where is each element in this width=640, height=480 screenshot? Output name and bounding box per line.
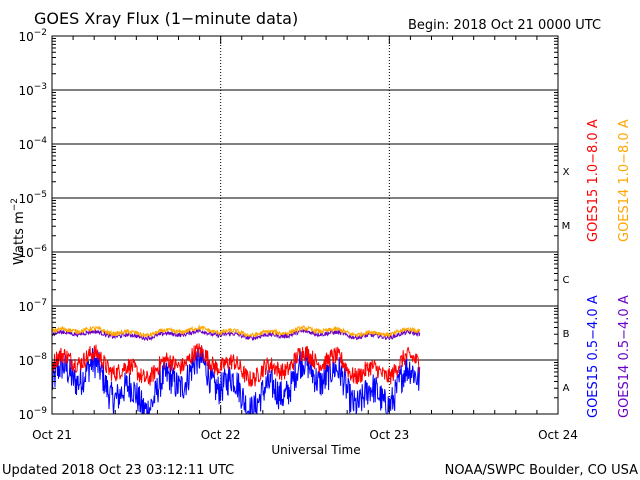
- x-tick-label: Oct 23: [369, 428, 409, 442]
- legend: GOES15 1.0−8.0 A GOES14 1.0−8.0 A GOES15 0…: [586, 119, 632, 418]
- series-line-3: [52, 328, 421, 342]
- y-tick-label: 10−4: [18, 136, 47, 152]
- gridlines: [52, 36, 558, 414]
- flare-class-B: B: [563, 329, 570, 340]
- x-tick-label: Oct 21: [32, 428, 72, 442]
- y-tick-label: 10−6: [18, 244, 47, 260]
- y-tick-label: 10−3: [18, 82, 47, 98]
- series-layer: [52, 324, 421, 414]
- begin-label: Begin: 2018 Oct 21 0000 UTC: [408, 18, 601, 33]
- legend-entry: GOES15 0.5−4.0 A: [586, 295, 601, 418]
- y-axis-label: Watts m−2: [10, 198, 27, 265]
- y-tick-label: 10−7: [18, 298, 47, 314]
- legend-entry: GOES14 1.0−8.0 A: [617, 119, 632, 242]
- x-tick-label: Oct 24: [538, 428, 578, 442]
- flare-class-C: C: [563, 275, 570, 286]
- flare-class-labels: A B C M X: [562, 167, 571, 394]
- flare-class-A: A: [563, 383, 570, 394]
- y-tick-label: 10−5: [18, 190, 47, 206]
- credit-label: NOAA/SWPC Boulder, CO USA: [445, 463, 638, 478]
- x-axis-label: Universal Time: [271, 443, 360, 457]
- axis-ticks: 10−9 10−8 10−7 10−6 10−5 10−4 10−3 10−2 Oct 21 Oc…: [18, 28, 577, 442]
- series-line-2: [52, 347, 421, 414]
- legend-entry: GOES15 1.0−8.0 A: [586, 119, 601, 242]
- y-tick-label: 10−9: [18, 406, 47, 422]
- updated-timestamp: Updated 2018 Oct 23 03:12:11 UTC: [2, 463, 234, 478]
- y-tick-label: 10−8: [18, 352, 47, 368]
- series-line-1: [52, 324, 421, 339]
- flare-class-M: M: [562, 221, 571, 232]
- flare-class-X: X: [563, 167, 570, 178]
- series-line-0: [52, 343, 420, 387]
- chart-title: GOES Xray Flux (1−minute data): [34, 9, 298, 28]
- y-tick-label: 10−2: [18, 28, 47, 44]
- legend-entry: GOES14 0.5−4.0 A: [617, 295, 632, 418]
- x-tick-label: Oct 22: [201, 428, 241, 442]
